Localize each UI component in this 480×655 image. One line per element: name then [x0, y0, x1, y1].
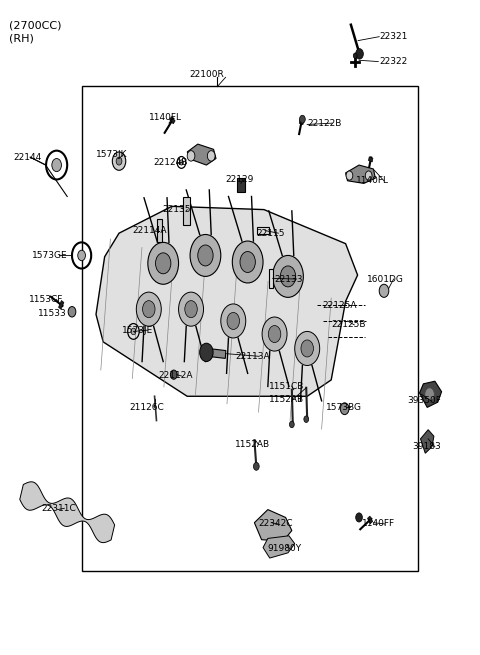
- Text: 21126C: 21126C: [130, 403, 164, 412]
- Text: 22125B: 22125B: [331, 320, 366, 329]
- Circle shape: [273, 255, 303, 297]
- Circle shape: [156, 253, 171, 274]
- Polygon shape: [346, 165, 375, 183]
- Circle shape: [148, 242, 179, 284]
- Circle shape: [221, 304, 246, 338]
- Circle shape: [52, 159, 61, 172]
- Circle shape: [170, 370, 177, 379]
- Text: 22125A: 22125A: [323, 301, 357, 310]
- Text: 1573JE: 1573JE: [122, 326, 153, 335]
- Circle shape: [232, 241, 263, 283]
- Bar: [82, 86, 418, 571]
- Polygon shape: [169, 117, 175, 124]
- Text: 22144: 22144: [13, 153, 42, 162]
- Text: 39183: 39183: [412, 442, 441, 451]
- Circle shape: [227, 312, 240, 329]
- Circle shape: [131, 328, 136, 335]
- Circle shape: [179, 292, 204, 326]
- Text: 1140FF: 1140FF: [362, 519, 395, 529]
- Text: 22124B: 22124B: [154, 158, 188, 167]
- Text: 1573GE: 1573GE: [32, 251, 67, 260]
- Text: 11533: 11533: [38, 309, 67, 318]
- Circle shape: [301, 340, 313, 357]
- Bar: [183, 197, 190, 225]
- Circle shape: [304, 416, 309, 422]
- Bar: [257, 227, 269, 234]
- Text: 1573BG: 1573BG: [326, 403, 362, 412]
- Circle shape: [346, 171, 353, 180]
- Circle shape: [190, 234, 221, 276]
- Text: 1153CF: 1153CF: [29, 295, 63, 304]
- Circle shape: [240, 252, 255, 272]
- Circle shape: [112, 152, 126, 170]
- Circle shape: [379, 284, 389, 297]
- Text: 1140FL: 1140FL: [356, 176, 389, 185]
- Circle shape: [340, 403, 349, 415]
- Text: 1601DG: 1601DG: [367, 274, 404, 284]
- Circle shape: [353, 53, 357, 58]
- Text: 1573JK: 1573JK: [96, 150, 128, 159]
- Circle shape: [289, 421, 294, 428]
- Circle shape: [200, 343, 213, 362]
- Text: 1152AB: 1152AB: [235, 440, 270, 449]
- Text: 22114A: 22114A: [132, 226, 167, 235]
- Text: (2700CC)
(RH): (2700CC) (RH): [9, 21, 61, 43]
- Polygon shape: [420, 381, 442, 407]
- Bar: [269, 269, 273, 288]
- Polygon shape: [187, 144, 216, 165]
- Text: 1152AB: 1152AB: [269, 395, 304, 404]
- Polygon shape: [263, 536, 295, 558]
- Text: 22112A: 22112A: [158, 371, 193, 381]
- Text: 22133: 22133: [275, 274, 303, 284]
- Text: 22113A: 22113A: [235, 352, 270, 361]
- Circle shape: [280, 266, 296, 287]
- Text: 22311C: 22311C: [41, 504, 76, 513]
- Circle shape: [425, 388, 434, 401]
- Circle shape: [262, 317, 287, 351]
- Circle shape: [295, 331, 320, 365]
- Circle shape: [253, 462, 259, 470]
- Circle shape: [356, 48, 363, 59]
- Circle shape: [136, 292, 161, 326]
- Text: 22342C: 22342C: [258, 519, 293, 529]
- Circle shape: [187, 151, 195, 161]
- Text: 1140FL: 1140FL: [149, 113, 182, 122]
- Circle shape: [78, 250, 85, 261]
- Polygon shape: [20, 482, 115, 542]
- Circle shape: [185, 301, 197, 318]
- Polygon shape: [420, 430, 434, 453]
- Polygon shape: [368, 516, 372, 524]
- Circle shape: [268, 326, 281, 343]
- Circle shape: [300, 115, 305, 123]
- Circle shape: [116, 157, 122, 165]
- Polygon shape: [369, 157, 373, 162]
- Text: 22129: 22129: [226, 175, 254, 184]
- Bar: [157, 219, 162, 242]
- Text: 22135: 22135: [162, 205, 191, 214]
- Polygon shape: [96, 206, 358, 396]
- Circle shape: [143, 301, 155, 318]
- Polygon shape: [299, 119, 304, 124]
- Circle shape: [356, 513, 362, 522]
- Bar: [212, 349, 226, 358]
- Polygon shape: [59, 301, 64, 309]
- Circle shape: [198, 245, 213, 266]
- Polygon shape: [254, 510, 292, 541]
- Text: 22115: 22115: [256, 229, 285, 238]
- Text: 22321: 22321: [379, 32, 408, 41]
- Text: 22122B: 22122B: [307, 119, 342, 128]
- Circle shape: [180, 160, 183, 165]
- Text: 22100R: 22100R: [189, 70, 224, 79]
- Text: 91980Y: 91980Y: [268, 544, 302, 553]
- Circle shape: [207, 151, 215, 161]
- Circle shape: [365, 171, 372, 180]
- Text: 22322: 22322: [379, 57, 408, 66]
- Text: 1151CB: 1151CB: [269, 382, 304, 391]
- Bar: [237, 178, 245, 192]
- Circle shape: [68, 307, 76, 317]
- Text: 39350F: 39350F: [407, 396, 441, 405]
